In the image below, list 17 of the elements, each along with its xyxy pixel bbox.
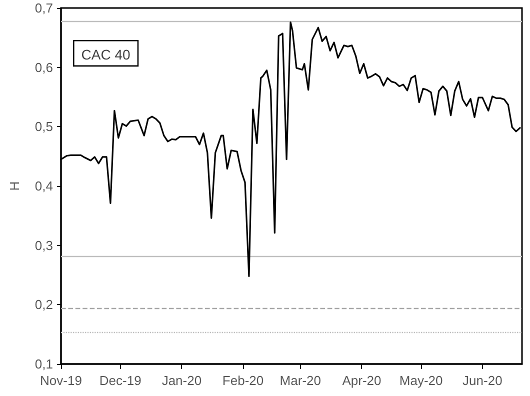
x-tick-label: Nov-19	[40, 373, 82, 388]
x-tick-label: Jan-20	[162, 373, 202, 388]
y-tick-label: 0,2	[34, 297, 53, 312]
x-tick-label: Dec-19	[99, 373, 142, 388]
y-tick-label: 0,6	[34, 60, 53, 75]
x-tick-label: May-20	[399, 373, 443, 388]
x-tick-label: Feb-20	[222, 373, 264, 388]
y-tick-label: 0,4	[34, 178, 53, 194]
y-tick-label: 0,1	[34, 356, 53, 372]
annotation: CAC 40	[81, 46, 131, 62]
x-tick-label: Jun-20	[462, 373, 502, 388]
y-tick-label: 0,5	[34, 119, 53, 134]
x-tick-label: Mar-20	[280, 373, 321, 388]
y-tick-label: 0,3	[34, 238, 53, 253]
y-tick-label: 0,7	[34, 0, 53, 16]
y-axis-title: H	[7, 181, 22, 191]
x-tick-label: Apr-20	[342, 373, 382, 388]
